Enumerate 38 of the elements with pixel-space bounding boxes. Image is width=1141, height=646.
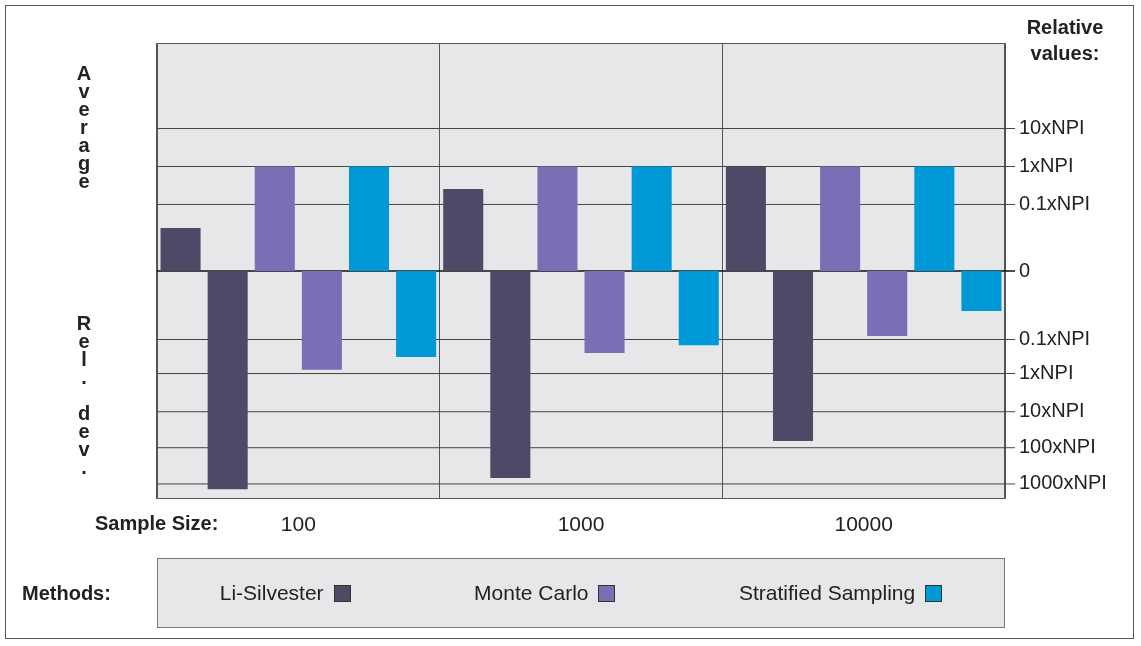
ref-line-label: 0.1xNPI (1019, 327, 1091, 350)
bar (537, 166, 578, 271)
bar (820, 166, 861, 271)
ref-line-label: 10xNPI (1019, 399, 1085, 422)
legend-label: Stratified Sampling (738, 581, 916, 605)
text: Average (72, 62, 96, 188)
bar (678, 271, 719, 346)
legend-title: Methods: (22, 582, 111, 605)
x-axis-title: Sample Size: (95, 512, 219, 535)
x-tick-label: 100 (280, 512, 316, 536)
text: Rel. dev. (72, 312, 96, 474)
text: Relative values: (1025, 15, 1105, 66)
bar (490, 271, 531, 479)
bar (961, 271, 1002, 311)
legend-label: Li-Silvester (219, 581, 324, 605)
bar (867, 271, 908, 337)
bar (631, 166, 672, 271)
ref-line-label: 1000xNPI (1019, 471, 1107, 494)
x-tick-label: 10000 (834, 512, 893, 536)
bar (584, 271, 625, 354)
bar (725, 166, 766, 271)
bar (207, 271, 248, 490)
legend-label: Monte Carlo (474, 581, 589, 605)
ref-line-label: 100xNPI (1019, 435, 1096, 458)
bar (396, 271, 437, 357)
bar (443, 188, 484, 271)
ref-line-label: 10xNPI (1019, 116, 1085, 139)
ref-line-label: 1xNPI (1019, 361, 1074, 384)
x-tick-label: 1000 (557, 512, 605, 536)
bar (914, 166, 955, 271)
bar (772, 271, 814, 441)
ref-line-label: 0 (1019, 258, 1031, 281)
bar (348, 166, 390, 271)
ref-line-label: 0.1xNPI (1019, 191, 1091, 214)
ref-line-label: 1xNPI (1019, 154, 1074, 177)
bar (160, 228, 201, 271)
bar (254, 166, 295, 271)
bar (301, 271, 342, 370)
